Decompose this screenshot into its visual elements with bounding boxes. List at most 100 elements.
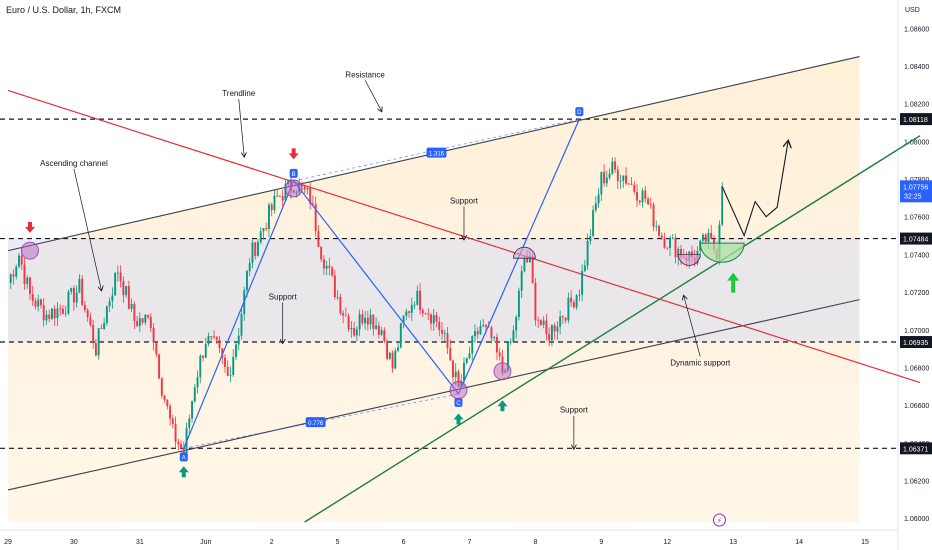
candle-body bbox=[147, 314, 150, 318]
candle-body bbox=[259, 231, 262, 243]
price-level-label: 1.06371 bbox=[903, 446, 928, 453]
candle-body bbox=[311, 203, 314, 205]
countdown-label: 32:25 bbox=[904, 193, 922, 200]
candle-body bbox=[627, 183, 630, 185]
annotation-label: Support bbox=[269, 293, 298, 302]
retest-semicircle bbox=[677, 254, 701, 266]
y-tick-label: 1.08600 bbox=[904, 26, 929, 33]
candle-body bbox=[718, 224, 721, 260]
candle-body bbox=[251, 242, 254, 264]
pattern-point-label: A bbox=[182, 455, 186, 461]
candle-body bbox=[72, 288, 75, 303]
pattern-point-badge bbox=[575, 107, 584, 117]
candle-body bbox=[391, 352, 394, 369]
candle-body bbox=[306, 187, 309, 190]
candle-body bbox=[193, 387, 196, 402]
candle-body bbox=[432, 314, 435, 324]
candle-body bbox=[550, 325, 553, 341]
x-tick-label: 31 bbox=[136, 539, 144, 546]
touch-circle bbox=[284, 179, 303, 198]
candle-body bbox=[353, 328, 356, 336]
candle-body bbox=[188, 418, 191, 428]
up-arrow-marker bbox=[178, 466, 189, 478]
candle-body bbox=[534, 282, 537, 321]
candle-body bbox=[548, 334, 551, 341]
candle-body bbox=[441, 329, 443, 334]
candle-body bbox=[144, 314, 147, 323]
candle-body bbox=[64, 313, 67, 315]
candle-body bbox=[369, 314, 372, 325]
candle-body bbox=[402, 315, 405, 324]
candle-body bbox=[680, 248, 682, 257]
candle-body bbox=[586, 240, 589, 266]
candle-body bbox=[169, 406, 172, 419]
candle-body bbox=[561, 316, 564, 318]
candle-body bbox=[328, 265, 331, 268]
currency-label: USD bbox=[905, 7, 920, 14]
candle-body bbox=[226, 366, 229, 376]
candle-body bbox=[545, 320, 548, 335]
ratio-badge bbox=[426, 147, 447, 158]
candle-body bbox=[105, 306, 108, 324]
price-level-label: 1.08118 bbox=[903, 117, 928, 124]
candle-body bbox=[581, 270, 584, 295]
candle-body bbox=[180, 444, 183, 448]
candle-body bbox=[394, 350, 397, 369]
candle-body bbox=[677, 248, 680, 258]
pattern-point-label: C bbox=[456, 401, 461, 407]
candle-body bbox=[26, 277, 29, 284]
candle-body bbox=[257, 242, 259, 256]
candle-body bbox=[671, 237, 674, 239]
price-level-tag bbox=[900, 442, 932, 455]
candle-body bbox=[342, 313, 345, 316]
candle-body bbox=[386, 340, 389, 359]
candle-body bbox=[15, 266, 18, 277]
candle-body bbox=[276, 195, 279, 197]
annotation-label: Resistance bbox=[345, 70, 385, 79]
y-tick-label: 1.08400 bbox=[904, 64, 929, 71]
touch-circle bbox=[493, 362, 512, 381]
candle-body bbox=[660, 235, 663, 238]
candle-body bbox=[37, 299, 40, 307]
candle-body bbox=[416, 290, 419, 305]
annotation-label: Ascending channel bbox=[40, 159, 108, 168]
candle-body bbox=[333, 275, 336, 298]
annotation-label: Dynamic support bbox=[670, 359, 731, 368]
candle-body bbox=[53, 308, 56, 319]
candle-body bbox=[583, 265, 586, 271]
candle-body bbox=[221, 348, 224, 358]
candle-body bbox=[97, 328, 100, 356]
y-tick-label: 1.06000 bbox=[904, 516, 929, 523]
candle-body bbox=[559, 316, 562, 327]
candle-body bbox=[59, 308, 62, 310]
candle-body bbox=[399, 323, 402, 348]
pattern-point-label: D bbox=[577, 110, 582, 116]
candle-body bbox=[644, 190, 647, 199]
candle-body bbox=[125, 286, 128, 296]
candle-body bbox=[641, 190, 644, 203]
candle-body bbox=[611, 161, 614, 174]
candle-body bbox=[476, 331, 479, 335]
candle-body bbox=[468, 353, 471, 359]
candle-body bbox=[542, 320, 545, 325]
candle-body bbox=[114, 273, 117, 296]
annotation-label: Support bbox=[450, 197, 479, 206]
candle-body bbox=[20, 255, 23, 265]
x-tick-label: 2 bbox=[270, 539, 274, 546]
candle-body bbox=[572, 302, 575, 308]
candle-body bbox=[322, 259, 325, 269]
candle-body bbox=[67, 291, 70, 314]
candle-body bbox=[616, 169, 619, 182]
candle-body bbox=[490, 327, 493, 339]
candle-body bbox=[663, 237, 666, 248]
candle-body bbox=[116, 272, 119, 274]
candle-body bbox=[539, 320, 542, 325]
candle-body bbox=[45, 314, 48, 321]
candle-body bbox=[78, 278, 81, 293]
candle-body bbox=[465, 358, 468, 363]
annotation-label: Support bbox=[560, 406, 589, 415]
candle-body bbox=[42, 305, 45, 321]
y-tick-label: 1.07600 bbox=[904, 215, 929, 222]
